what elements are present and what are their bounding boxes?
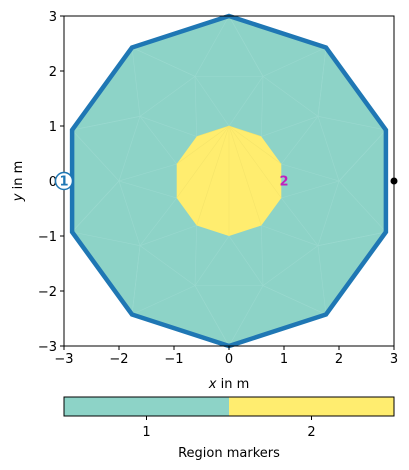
- mesh-edge: [261, 116, 319, 137]
- mesh-edge: [228, 235, 264, 286]
- mesh-edge: [317, 116, 386, 131]
- mesh-edge: [228, 125, 262, 137]
- mesh-edge: [131, 285, 196, 315]
- mesh-edge: [261, 76, 264, 137]
- mesh-edge: [131, 47, 141, 117]
- mesh-edge: [139, 197, 177, 246]
- colorbar-label: Region markers: [178, 446, 280, 461]
- y-axis-label: y in m: [11, 161, 26, 202]
- colorbar-segment: [64, 397, 229, 416]
- mesh-edge: [72, 231, 141, 246]
- mesh-edge: [261, 225, 264, 286]
- region-marker-label: 1: [59, 175, 68, 190]
- mesh-edge: [317, 245, 327, 315]
- mesh-edge: [118, 180, 177, 199]
- y-tick-label: −3: [38, 340, 57, 355]
- region-marker-label: 2: [279, 175, 288, 190]
- y-tick-label: −2: [38, 285, 57, 300]
- mesh-edge: [228, 125, 262, 226]
- mesh-edge: [176, 125, 230, 199]
- mesh-edge: [194, 76, 197, 137]
- mesh-edge: [281, 197, 319, 246]
- colorbar-segment: [229, 397, 394, 416]
- mesh-edge: [196, 125, 230, 226]
- x-tick-label: −3: [54, 352, 73, 367]
- y-tick-label: 1: [49, 120, 57, 135]
- y-tick-label: 2: [49, 65, 57, 80]
- mesh-edge: [228, 285, 264, 347]
- y-tick-label: 0: [49, 175, 57, 190]
- mesh-edge: [281, 116, 319, 165]
- mesh-edge: [71, 180, 120, 233]
- mesh-edge: [194, 76, 230, 127]
- mesh-edge: [139, 76, 196, 117]
- mesh-edge: [139, 116, 197, 137]
- mesh-edge: [317, 180, 340, 246]
- x-tick-label: 1: [280, 352, 288, 367]
- mesh-edge: [194, 225, 197, 286]
- x-tick-label: −2: [109, 352, 128, 367]
- mesh-edge: [228, 125, 282, 165]
- mesh-edge: [228, 15, 264, 77]
- mesh-edge: [72, 116, 141, 131]
- colorbar-tick-label: 2: [307, 425, 315, 440]
- mesh-edge: [262, 285, 327, 315]
- mesh-edge: [139, 116, 177, 165]
- mesh-edge: [131, 47, 196, 77]
- mesh-edge: [338, 129, 387, 182]
- mesh-edge: [262, 245, 319, 286]
- mesh-edge: [194, 285, 230, 347]
- mesh-edge: [139, 245, 196, 286]
- mesh-edge: [139, 225, 197, 246]
- mesh-edge: [281, 180, 340, 199]
- colorbar-tick-label: 1: [142, 425, 150, 440]
- y-tick-label: 3: [49, 10, 57, 25]
- mesh-edge: [194, 15, 230, 77]
- x-tick-label: 2: [335, 352, 343, 367]
- mesh-edge: [317, 231, 386, 246]
- mesh-edge: [118, 116, 141, 182]
- x-tick-label: −1: [164, 352, 183, 367]
- mesh-edge: [228, 76, 264, 127]
- mesh-edge: [131, 245, 141, 315]
- mesh-edge: [176, 125, 230, 165]
- mesh-edge: [228, 125, 282, 199]
- mesh-edge: [118, 180, 141, 246]
- y-tick-label: −1: [38, 230, 57, 245]
- colorbar-frame: [63, 396, 395, 417]
- mesh-edge: [262, 76, 319, 117]
- node-point: [390, 177, 398, 185]
- mesh-edge: [317, 47, 327, 117]
- mesh-edge: [281, 163, 340, 182]
- region-marker-circle: [54, 171, 74, 191]
- mesh-triangulation: [71, 15, 387, 347]
- x-tick-label: 0: [225, 352, 233, 367]
- x-tick-label: 3: [390, 352, 398, 367]
- mesh-edge: [261, 225, 319, 246]
- mesh-edge: [338, 180, 387, 233]
- mesh-edge: [262, 47, 327, 77]
- mesh-edge: [317, 116, 340, 182]
- mesh-edge: [118, 163, 177, 182]
- mesh-edge: [71, 129, 120, 182]
- mesh-edge: [194, 235, 230, 286]
- x-axis-label: x in m: [208, 377, 249, 392]
- mesh-edge: [196, 125, 230, 137]
